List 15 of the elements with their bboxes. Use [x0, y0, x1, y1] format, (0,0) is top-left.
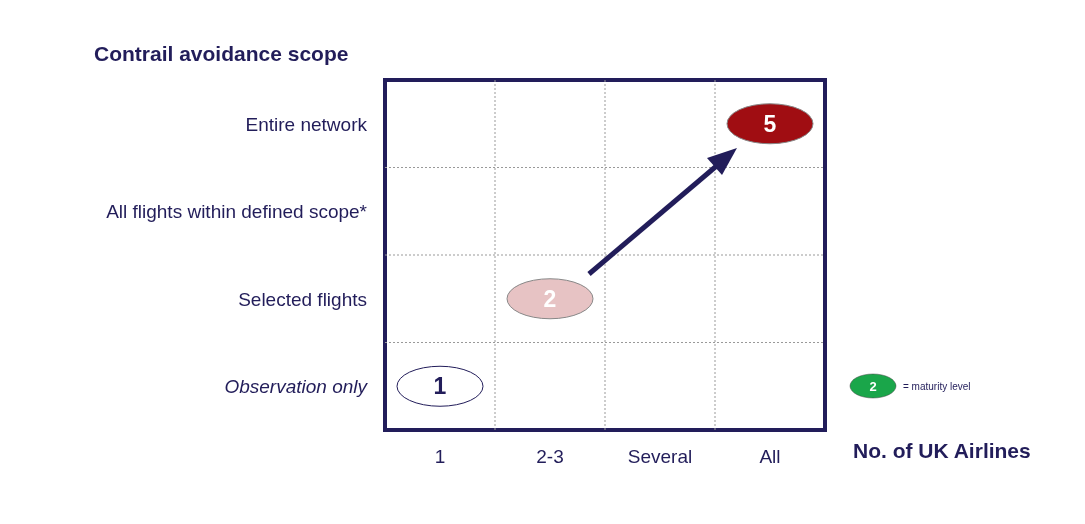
text: = maturity level [903, 380, 971, 392]
y-tick-label: Selected flights [238, 288, 367, 310]
y-tick-label: All flights within defined scope* [106, 201, 368, 223]
text: 2 [868, 378, 878, 394]
data-label: 5 [763, 110, 777, 137]
data-label: 2 [543, 285, 557, 312]
data-label: 1 [433, 373, 447, 400]
x-tick-label: Several [627, 446, 693, 468]
x-axis-title: No. of UK Airlines [853, 439, 1031, 463]
y-tick-label: Observation only [224, 376, 369, 398]
y-axis-title: Contrail avoidance scope [94, 42, 349, 66]
x-tick-label: 2-3 [536, 446, 564, 468]
y-tick-label: Entire network [245, 113, 368, 135]
x-tick-label: 1 [434, 446, 446, 468]
x-tick-label: All [759, 446, 781, 468]
